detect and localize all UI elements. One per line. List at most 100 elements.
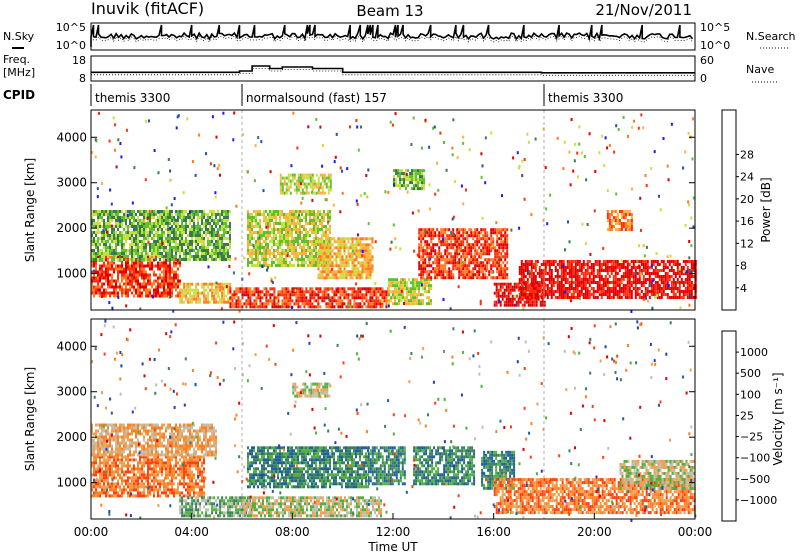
data-cell: [173, 261, 175, 265]
data-cell: [474, 261, 477, 265]
data-cell: [520, 263, 523, 266]
data-cell: [423, 184, 425, 188]
data-cell: [341, 246, 344, 250]
data-cell: [101, 291, 103, 295]
data-cell: [99, 270, 101, 274]
data-cell: [267, 293, 270, 297]
data-cell: [143, 222, 145, 225]
data-cell: [604, 290, 607, 293]
data-cell: [153, 258, 155, 262]
data-cell: [193, 249, 195, 252]
data-cell: [253, 258, 255, 261]
data-cell: [137, 255, 139, 258]
data-cell: [123, 216, 125, 219]
data-cell: [476, 252, 479, 256]
data-cell: [159, 285, 161, 289]
data-cell: [518, 287, 521, 290]
data-cell: [672, 269, 675, 272]
data-cell: [536, 272, 539, 275]
data-cell: [412, 284, 414, 288]
data-cell: [518, 266, 521, 269]
data-cell: [542, 275, 545, 278]
data-cell: [538, 272, 541, 275]
data-cell: [363, 264, 366, 268]
data-cell: [337, 255, 340, 259]
data-cell: [319, 305, 322, 309]
data-cell: [265, 243, 267, 246]
data-cell: [432, 249, 435, 253]
data-cell: [309, 252, 311, 255]
data-cell: [167, 219, 169, 222]
data-cell: [291, 231, 293, 234]
data-cell: [303, 176, 306, 180]
data-cell: [644, 281, 647, 284]
data-cell: [97, 246, 99, 249]
data-cell: [143, 225, 145, 228]
data-cell: [155, 246, 157, 249]
data-cell: [191, 231, 193, 234]
data-cell: [513, 303, 516, 307]
data-cell: [251, 225, 253, 228]
data-cell: [239, 287, 242, 291]
data-cell: [169, 291, 171, 295]
data-cell: [315, 246, 317, 249]
data-cell: [373, 290, 376, 294]
data-cell: [556, 287, 559, 290]
data-cell: [121, 216, 123, 219]
data-cell: [95, 243, 97, 246]
data-cell: [147, 276, 149, 280]
data-cell: [586, 269, 589, 272]
data-cell: [670, 260, 673, 263]
data-cell: [560, 290, 563, 293]
data-cell: [171, 240, 173, 243]
data-cell: [422, 234, 425, 238]
data-cell: [145, 246, 147, 249]
data-cell: [141, 210, 143, 213]
data-cell: [638, 278, 641, 281]
data-cell: [199, 246, 201, 249]
data-cell: [500, 237, 503, 241]
data-cell: [181, 234, 183, 237]
data-cell: [171, 267, 173, 271]
data-cell: [438, 246, 441, 250]
data-cell: [415, 187, 417, 191]
data-cell: [307, 246, 309, 249]
data-cell: [161, 276, 163, 280]
data-cell: [313, 264, 315, 267]
data-cell: [600, 269, 603, 272]
data-cell: [371, 264, 374, 268]
data-cell: [179, 282, 182, 286]
data-cell: [422, 261, 425, 265]
data-cell: [131, 264, 133, 268]
data-cell: [119, 222, 121, 225]
data-cell: [175, 219, 177, 222]
data-cell: [103, 213, 105, 216]
data-cell: [277, 222, 279, 225]
data-cell: [317, 231, 319, 234]
data-cell: [135, 213, 137, 216]
data-cell: [428, 299, 430, 303]
data-cell: [570, 287, 573, 290]
data-cell: [299, 246, 301, 249]
data-cell: [259, 290, 262, 294]
data-cell: [518, 278, 521, 281]
data-cell: [309, 287, 312, 291]
data-cell: [137, 216, 139, 219]
data-cell: [217, 285, 220, 289]
data-cell: [349, 302, 352, 306]
data-cell: [620, 287, 623, 290]
data-cell: [295, 296, 298, 300]
data-cell: [247, 249, 249, 252]
data-cell: [578, 293, 581, 296]
data-cell: [570, 278, 573, 281]
data-cell: [213, 210, 215, 213]
data-cell: [213, 228, 215, 231]
data-cell: [165, 270, 167, 274]
data-cell: [680, 269, 683, 272]
data-cell: [626, 275, 629, 278]
data-cell: [141, 282, 143, 286]
data-cell: [432, 255, 435, 259]
data-cell: [351, 305, 354, 309]
data-cell: [325, 302, 328, 306]
data-cell: [149, 279, 151, 283]
